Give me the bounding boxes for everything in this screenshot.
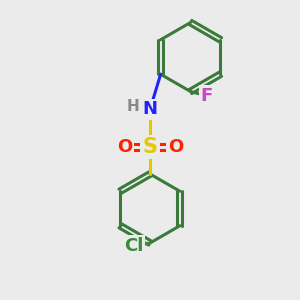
Text: H: H [127,99,140,114]
Text: O: O [117,138,132,156]
Text: O: O [168,138,183,156]
Text: N: N [142,100,158,118]
Text: Cl: Cl [124,237,143,255]
Text: S: S [142,137,158,157]
Text: F: F [201,87,213,105]
